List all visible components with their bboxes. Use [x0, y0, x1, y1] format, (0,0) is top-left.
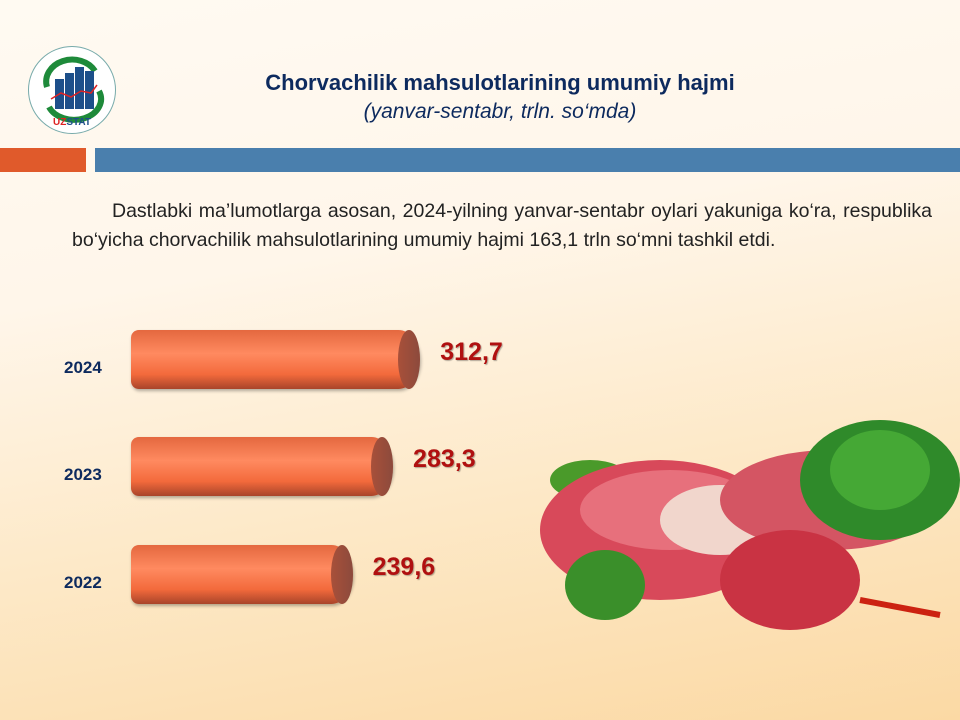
value-label-2023: 283,3 — [413, 445, 476, 473]
page-title: Chorvachilik mahsulotlarining umumiy haj… — [265, 70, 735, 95]
page-subtitle: (yanvar-sentabr, trln. so‘mda) — [363, 100, 637, 123]
category-label-2024: 2024 — [64, 358, 102, 377]
bar-2022 — [131, 545, 353, 604]
title-block: Chorvachilik mahsulotlarining umumiy haj… — [160, 70, 840, 124]
summary-paragraph: Dastlabki ma’lumotlarga asosan, 2024-yil… — [72, 200, 932, 251]
uzstat-logo: UZSTAT — [28, 46, 116, 134]
bar-cap — [371, 437, 394, 496]
category-label-2023: 2023 — [64, 465, 102, 484]
bar-cap — [330, 545, 353, 604]
category-label-2022: 2022 — [64, 573, 102, 592]
orange-band — [0, 148, 86, 172]
value-label-2024: 312,7 — [440, 338, 503, 366]
bar-2023 — [131, 437, 394, 496]
bar-cap — [398, 330, 421, 389]
bar-2024 — [131, 330, 421, 389]
blue-band — [95, 148, 960, 172]
svg-text:UZSTAT: UZSTAT — [53, 117, 91, 128]
meat-vegetables-image — [540, 420, 960, 630]
value-label-2022: 239,6 — [372, 553, 436, 581]
